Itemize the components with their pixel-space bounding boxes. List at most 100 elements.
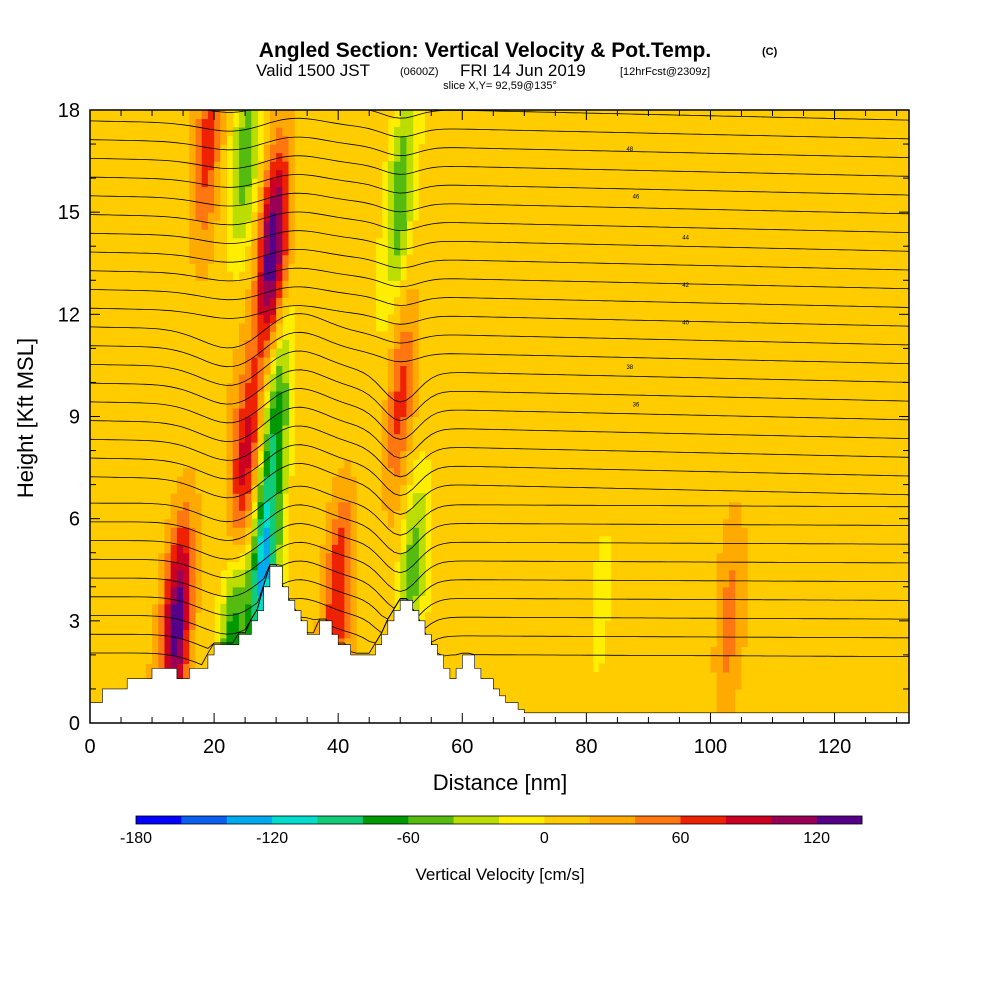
field-cell	[145, 646, 153, 656]
field-cell	[400, 110, 408, 120]
field-cell	[232, 425, 240, 435]
field-cell	[232, 586, 240, 596]
field-cell	[487, 527, 494, 537]
field-cell	[220, 544, 228, 554]
field-cell	[238, 322, 246, 332]
field-cell	[474, 578, 482, 588]
field-cell	[356, 603, 364, 613]
field-cell	[344, 518, 352, 528]
field-cell	[108, 637, 116, 647]
field-cell	[412, 561, 420, 571]
field-cell	[418, 373, 426, 384]
field-cell	[133, 144, 141, 154]
field-cell	[536, 501, 544, 511]
field-cell	[127, 407, 135, 418]
field-cell	[114, 407, 122, 418]
field-cell	[158, 246, 166, 256]
field-cell	[201, 229, 209, 239]
field-cell	[449, 416, 457, 426]
field-cell	[170, 246, 178, 256]
field-cell	[530, 433, 538, 443]
field-cell	[499, 663, 507, 673]
field-cell	[269, 518, 277, 528]
field-cell	[220, 297, 228, 307]
field-cell	[418, 331, 426, 341]
field-cell	[530, 688, 538, 699]
field-cell	[468, 416, 476, 426]
field-cell	[96, 169, 104, 179]
field-cell	[238, 297, 246, 307]
field-cell	[468, 425, 476, 435]
field-cell	[201, 450, 209, 460]
field-cell	[127, 569, 135, 579]
field-cell	[468, 544, 476, 554]
field-cell	[338, 442, 345, 452]
field-cell	[201, 390, 209, 401]
field-cell	[375, 450, 383, 460]
field-cell	[425, 152, 432, 162]
field-cell	[139, 407, 147, 418]
field-cell	[536, 697, 544, 707]
field-cell	[518, 271, 525, 281]
field-cell	[257, 203, 265, 213]
field-cell	[319, 348, 327, 358]
field-cell	[170, 237, 178, 247]
field-cell	[294, 493, 302, 503]
field-cell	[536, 535, 544, 545]
field-cell	[96, 314, 104, 324]
field-cell	[127, 595, 135, 605]
field-cell	[431, 288, 439, 298]
field-cell	[536, 152, 544, 162]
field-cell	[518, 169, 525, 179]
field-cell	[294, 578, 302, 588]
field-cell	[108, 442, 116, 452]
field-cell	[158, 339, 166, 349]
field-cell	[536, 135, 544, 145]
field-cell	[108, 527, 116, 537]
field-cell	[487, 373, 494, 384]
field-cell	[518, 450, 525, 460]
field-cell	[170, 544, 178, 554]
field-cell	[536, 620, 544, 630]
field-cell	[108, 263, 116, 273]
field-cell	[170, 271, 178, 281]
field-cell	[238, 544, 246, 554]
field-cell	[356, 595, 364, 605]
field-cell	[375, 135, 383, 145]
field-cell	[245, 195, 252, 205]
field-cell	[325, 135, 333, 145]
field-cell	[406, 297, 414, 307]
field-cell	[406, 195, 414, 205]
field-cell	[108, 390, 116, 401]
field-cell	[499, 646, 507, 656]
field-cell	[183, 493, 190, 503]
field-cell	[257, 254, 265, 264]
field-cell	[201, 263, 209, 273]
field-cell	[276, 552, 283, 562]
field-cell	[90, 186, 97, 196]
field-cell	[90, 382, 97, 392]
field-cell	[363, 314, 370, 324]
field-cell	[474, 195, 482, 205]
field-cell	[232, 382, 240, 392]
field-cell	[145, 263, 153, 273]
field-cell	[300, 212, 308, 222]
field-cell	[499, 654, 507, 665]
field-cell	[505, 688, 513, 699]
field-cell	[96, 467, 104, 477]
field-cell	[431, 229, 439, 239]
field-cell	[232, 297, 240, 307]
field-cell	[108, 620, 116, 630]
field-cell	[530, 220, 538, 230]
field-cell	[226, 518, 234, 528]
field-cell	[294, 595, 302, 605]
field-cell	[524, 680, 532, 690]
field-cell	[356, 518, 364, 528]
field-cell	[127, 161, 135, 171]
field-cell	[108, 331, 116, 341]
field-cell	[164, 297, 172, 307]
field-cell	[449, 390, 457, 401]
field-cell	[158, 476, 166, 486]
field-cell	[406, 586, 414, 596]
